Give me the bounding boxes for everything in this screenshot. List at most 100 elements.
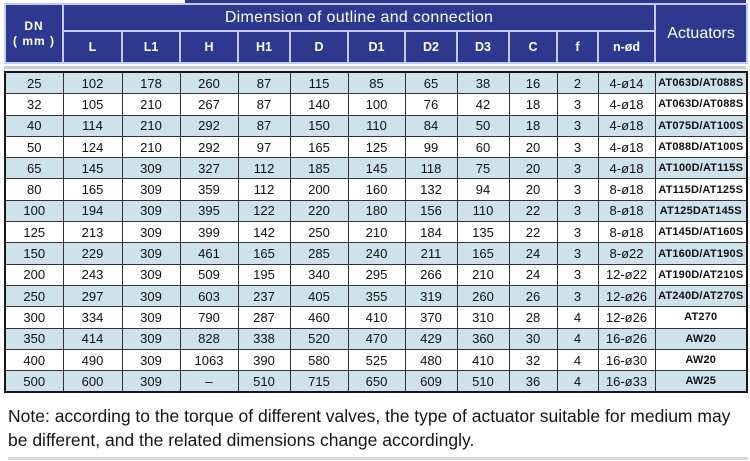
value-cell: 97 bbox=[237, 135, 291, 159]
value-cell: 240 bbox=[347, 242, 406, 265]
value-cell: 603 bbox=[179, 284, 239, 308]
value-cell: 360 bbox=[456, 327, 510, 350]
value-cell: 4-ø18 bbox=[597, 135, 656, 159]
value-cell: 250 bbox=[289, 221, 349, 244]
value-cell: 461 bbox=[179, 242, 239, 265]
value-cell: 24 bbox=[508, 263, 558, 286]
value-cell: 140 bbox=[289, 93, 349, 116]
note-line1: Note: according to the torque of differe… bbox=[8, 406, 731, 426]
table-row: 300 334 309 790 287 460 410 370 310 28 4 12-ø26 AT27… bbox=[4, 306, 748, 329]
actuator-cell: AT063D/AT088S bbox=[654, 71, 748, 95]
actuator-cell: AT160D/AT190S bbox=[654, 242, 748, 265]
value-cell: 4-ø18 bbox=[597, 93, 656, 116]
value-cell: 297 bbox=[62, 284, 123, 308]
value-cell: 145 bbox=[62, 157, 123, 180]
table-row: 25 102 178 260 87 115 85 65 38 16 2 4-ø14 AT063D/AT0… bbox=[4, 71, 748, 95]
value-cell: 309 bbox=[121, 327, 181, 350]
value-cell: 8-ø18 bbox=[597, 199, 656, 223]
actuator-cell: AW20 bbox=[654, 327, 748, 350]
value-cell: 309 bbox=[121, 178, 181, 201]
value-cell: 200 bbox=[289, 178, 349, 201]
value-cell: 112 bbox=[237, 157, 291, 180]
value-cell: 4 bbox=[556, 370, 599, 393]
value-cell: 87 bbox=[237, 114, 291, 137]
value-cell: 30 bbox=[508, 327, 558, 350]
value-cell: 4-ø18 bbox=[597, 157, 656, 180]
value-cell: 24 bbox=[508, 242, 558, 265]
column-header-D2: D2 bbox=[404, 30, 458, 64]
dn-cell: 100 bbox=[4, 199, 64, 223]
value-cell: 210 bbox=[347, 221, 406, 244]
value-cell: 355 bbox=[347, 284, 406, 308]
value-cell: 180 bbox=[347, 199, 406, 223]
value-cell: 609 bbox=[404, 370, 458, 393]
value-cell: 338 bbox=[237, 327, 291, 350]
value-cell: 185 bbox=[289, 157, 349, 180]
dn-cell: 80 bbox=[4, 178, 64, 201]
value-cell: 85 bbox=[347, 71, 406, 95]
value-cell: 828 bbox=[179, 327, 239, 350]
value-cell: 210 bbox=[456, 263, 510, 286]
actuator-cell: AT190D/AT210S bbox=[654, 263, 748, 286]
value-cell: 122 bbox=[237, 199, 291, 223]
value-cell: 260 bbox=[456, 284, 510, 308]
value-cell: 110 bbox=[347, 114, 406, 137]
value-cell: 470 bbox=[347, 327, 406, 350]
dn-header-line1: DN bbox=[24, 18, 44, 33]
value-cell: 510 bbox=[456, 370, 510, 393]
value-cell: 3 bbox=[556, 263, 599, 286]
value-cell: 429 bbox=[404, 327, 458, 350]
value-cell: 319 bbox=[404, 284, 458, 308]
value-cell: 4 bbox=[556, 306, 599, 329]
value-cell: 390 bbox=[237, 348, 291, 372]
value-cell: 410 bbox=[456, 348, 510, 372]
value-cell: 22 bbox=[508, 199, 558, 223]
header-body-divider bbox=[4, 64, 746, 71]
dn-cell: 40 bbox=[4, 114, 64, 137]
value-cell: 650 bbox=[347, 370, 406, 393]
column-header-H: H bbox=[179, 30, 239, 64]
value-cell: 76 bbox=[404, 93, 458, 116]
value-cell: 3 bbox=[556, 284, 599, 308]
value-cell: 16-ø30 bbox=[597, 348, 656, 372]
value-cell: 266 bbox=[404, 263, 458, 286]
value-cell: 4-ø14 bbox=[597, 71, 656, 95]
value-cell: 75 bbox=[456, 157, 510, 180]
value-cell: 414 bbox=[62, 327, 123, 350]
value-cell: 410 bbox=[347, 306, 406, 329]
value-cell: 715 bbox=[289, 370, 349, 393]
dn-cell: 500 bbox=[4, 370, 64, 393]
dimension-table-wrap: DN ( mm ) Dimension of outline and conne… bbox=[4, 3, 749, 394]
value-cell: 118 bbox=[404, 157, 458, 180]
value-cell: 395 bbox=[179, 199, 239, 223]
value-cell: 142 bbox=[237, 221, 291, 244]
value-cell: 84 bbox=[404, 114, 458, 137]
value-cell: 220 bbox=[289, 199, 349, 223]
value-cell: 165 bbox=[237, 242, 291, 265]
actuators-column-header: Actuators bbox=[654, 3, 749, 64]
value-cell: 87 bbox=[237, 93, 291, 116]
value-cell: 22 bbox=[508, 221, 558, 244]
value-cell: 38 bbox=[456, 71, 510, 95]
value-cell: 310 bbox=[456, 306, 510, 329]
column-header-D: D bbox=[289, 30, 349, 64]
value-cell: 124 bbox=[62, 135, 123, 159]
value-cell: 178 bbox=[121, 71, 181, 95]
table-row: 65 145 309 327 112 185 145 118 75 20 3 4-ø18 AT100D/… bbox=[4, 157, 748, 180]
column-header-L1: L1 bbox=[121, 30, 181, 64]
value-cell: 3 bbox=[556, 221, 599, 244]
value-cell: 243 bbox=[62, 263, 123, 286]
dn-cell: 200 bbox=[4, 263, 64, 286]
actuator-cell: AT270 bbox=[654, 306, 748, 329]
value-cell: 460 bbox=[289, 306, 349, 329]
value-cell: 309 bbox=[121, 199, 181, 223]
value-cell: 165 bbox=[62, 178, 123, 201]
value-cell: 309 bbox=[121, 306, 181, 329]
value-cell: 112 bbox=[237, 178, 291, 201]
value-cell: 20 bbox=[508, 135, 558, 159]
value-cell: 213 bbox=[62, 221, 123, 244]
actuator-cell: AT075D/AT100S bbox=[654, 114, 748, 137]
value-cell: 370 bbox=[404, 306, 458, 329]
value-cell: 135 bbox=[456, 221, 510, 244]
value-cell: 790 bbox=[179, 306, 239, 329]
